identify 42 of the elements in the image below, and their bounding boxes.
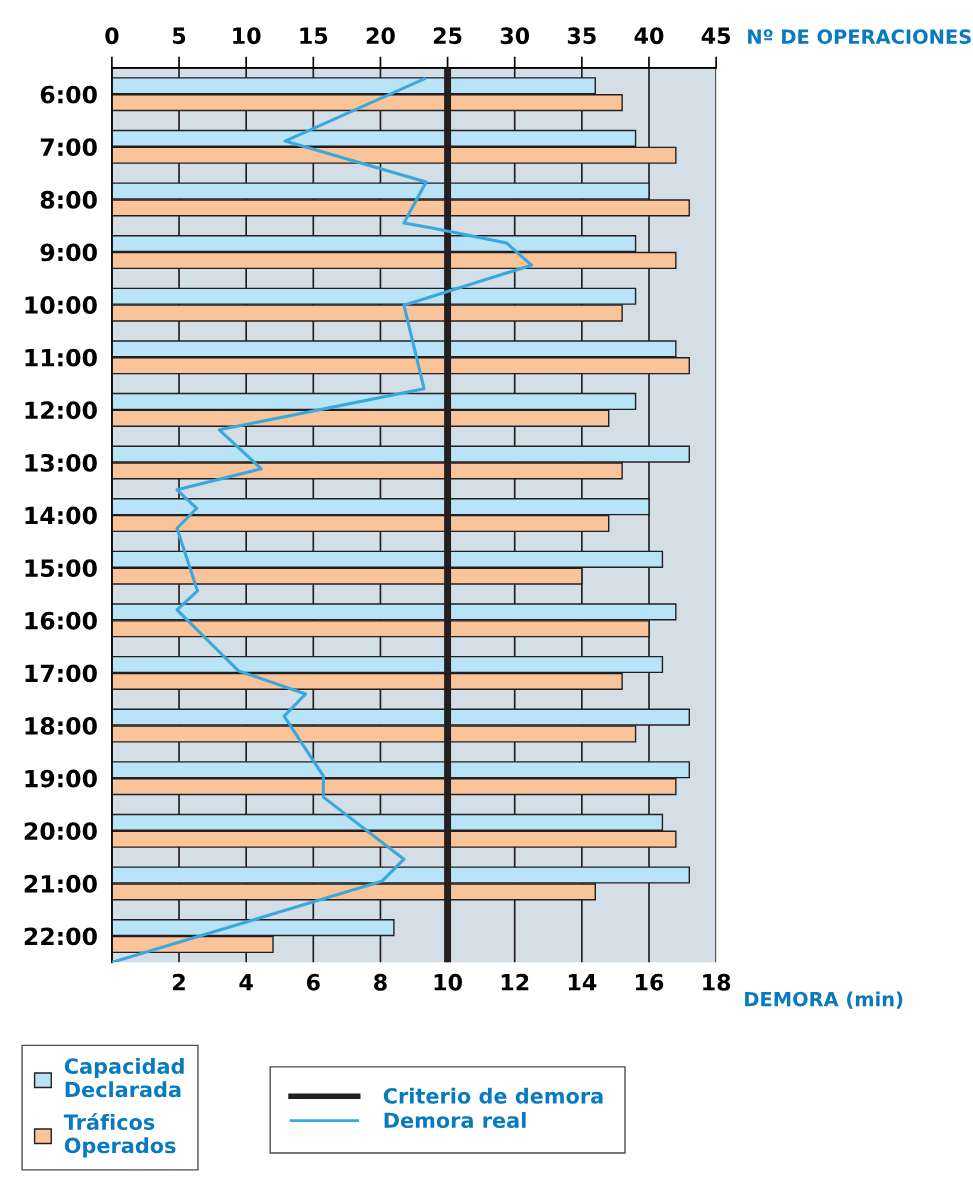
y-tick-label: 14:00 bbox=[25, 506, 97, 525]
y-tick-label: 12:00 bbox=[25, 401, 97, 420]
y-tick-label: 8:00 bbox=[40, 190, 97, 209]
y-tick-label: 19:00 bbox=[25, 769, 97, 788]
legend-label: Capacidad Declarada bbox=[64, 1057, 184, 1098]
x2-tick-label: 20 bbox=[366, 27, 395, 45]
x-tick-label: 6 bbox=[306, 973, 320, 991]
y-tick-label: 9:00 bbox=[40, 243, 97, 262]
x2-tick-label: 0 bbox=[105, 27, 119, 45]
y-tick-label: 22:00 bbox=[24, 927, 97, 946]
x2-tick-label: 35 bbox=[567, 27, 596, 45]
x-tick-label: 8 bbox=[374, 973, 387, 991]
x2-tick-label: 10 bbox=[233, 27, 261, 45]
x-tick-label: 2 bbox=[173, 973, 185, 991]
x2-tick-label: 40 bbox=[634, 27, 664, 45]
y-tick-label: 10:00 bbox=[25, 296, 97, 314]
x-axis-title: DEMORA (min) bbox=[745, 991, 903, 1009]
y-tick-label: 11:00 bbox=[25, 348, 97, 367]
x2-tick-label: 30 bbox=[500, 27, 530, 45]
x2-tick-label: 15 bbox=[300, 27, 328, 45]
y-tick-label: 7:00 bbox=[40, 138, 97, 157]
y-tick-label: 16:00 bbox=[25, 611, 97, 630]
legend-label: Demora real bbox=[384, 1112, 526, 1129]
x-tick-label: 4 bbox=[239, 974, 253, 991]
x2-axis-title: Nº DE OPERACIONES bbox=[748, 29, 971, 45]
x-tick-label: 18 bbox=[703, 973, 731, 991]
y-tick-label: 21:00 bbox=[24, 874, 97, 893]
x-tick-label: 12 bbox=[501, 973, 529, 991]
y-tick-label: 13:00 bbox=[25, 453, 97, 472]
x-tick-label: 16 bbox=[636, 973, 664, 991]
legend-label: Criterio de demora bbox=[383, 1087, 603, 1104]
y-tick-label: 6:00 bbox=[40, 85, 97, 104]
y-tick-label: 17:00 bbox=[25, 664, 97, 683]
x-tick-label: 10 bbox=[434, 973, 462, 991]
x-tick-label: 14 bbox=[568, 974, 597, 991]
y-tick-label: 18:00 bbox=[25, 717, 97, 735]
legend-label: Tráficos Operados bbox=[63, 1113, 176, 1158]
y-tick-label: 15:00 bbox=[25, 559, 97, 578]
x2-tick-label: 5 bbox=[173, 27, 186, 45]
x2-tick-label: 45 bbox=[701, 27, 731, 45]
x2-tick-label: 25 bbox=[433, 27, 462, 45]
y-tick-label: 20:00 bbox=[24, 822, 97, 841]
